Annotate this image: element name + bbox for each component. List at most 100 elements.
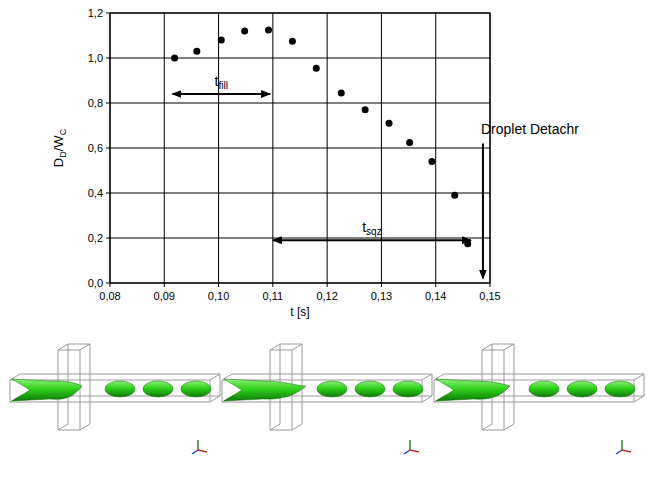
channel-edge: [58, 424, 68, 430]
data-point: [338, 89, 345, 96]
channel-edge: [434, 402, 634, 403]
data-point: [193, 48, 200, 55]
channel-edge: [422, 396, 432, 402]
channel-edge: [270, 424, 280, 430]
y-tick-label: 0,8: [88, 97, 103, 109]
axis-triad: [616, 440, 631, 454]
y-tick-label: 0,2: [88, 232, 103, 244]
droplet: [605, 381, 635, 397]
triad-axis: [616, 450, 622, 454]
dispersed-thread: [224, 379, 306, 401]
channel-edge: [292, 344, 302, 350]
x-tick-label: 0,11: [263, 290, 284, 302]
channel-edge: [222, 380, 223, 402]
channel-edge: [270, 350, 292, 351]
data-point: [451, 192, 458, 199]
channel-edge: [58, 430, 80, 431]
data-point: [218, 37, 225, 44]
channel-edge: [504, 344, 514, 350]
droplet: [143, 381, 173, 397]
channel-edge: [302, 344, 303, 424]
data-point: [241, 28, 248, 35]
y-tick-label: 1,2: [88, 7, 103, 19]
x-axis-title: t [s]: [290, 305, 309, 319]
data-point: [171, 55, 178, 62]
triad-axis: [410, 450, 419, 452]
channel-edge: [634, 374, 644, 380]
channel-edge: [58, 344, 68, 350]
y-tick-label: 1,0: [88, 52, 103, 64]
channel-edge: [292, 424, 302, 430]
y-grid-line: [110, 148, 490, 149]
figure: 0,080,090,100,110,120,130,140,150,00,20,…: [0, 0, 652, 498]
span-arrow: [172, 93, 270, 95]
y-tick-label: 0,6: [88, 142, 103, 154]
channel-edge: [504, 424, 514, 430]
dispersed-thread: [436, 379, 510, 401]
droplet: [355, 381, 385, 397]
y-grid-line: [110, 58, 490, 59]
snapshot: [434, 344, 644, 454]
y-tick-label: 0,4: [88, 187, 103, 199]
droplet: [317, 381, 347, 397]
y-axis-title-part: D: [51, 158, 66, 167]
channel-edge: [222, 402, 422, 403]
droplet: [529, 381, 559, 397]
channel-edge: [444, 374, 644, 375]
y-grid-line: [110, 103, 490, 104]
channel-edge: [492, 344, 514, 345]
channel-edge: [280, 344, 302, 345]
channel-edge: [232, 374, 432, 375]
y-axis-title-part: C: [58, 128, 68, 135]
y-tick-label: 0,0: [88, 277, 103, 289]
channel-edge: [482, 350, 504, 351]
channel-edge: [90, 344, 91, 424]
detach-arrow: [482, 144, 484, 279]
droplet: [567, 381, 597, 397]
channel-edge: [422, 374, 432, 380]
snapshot: [10, 344, 220, 454]
channel-edge: [20, 374, 220, 375]
detach-label: Droplet Detachr: [481, 121, 579, 137]
span-label: tsqz: [362, 219, 381, 237]
triad-axis: [192, 450, 198, 454]
channel-edge: [270, 430, 292, 431]
data-points: [171, 26, 471, 247]
data-point: [406, 139, 413, 146]
x-tick-label: 0,08: [99, 290, 120, 302]
channel-edge: [482, 430, 504, 431]
span-label-sub: fill: [219, 80, 228, 91]
y-grid-line: [110, 193, 490, 194]
x-tick-label: 0,14: [425, 290, 446, 302]
plot-frame: [110, 13, 490, 283]
droplet: [393, 381, 423, 397]
y-grid-line: [110, 238, 490, 239]
x-tick-label: 0,09: [154, 290, 175, 302]
data-point: [428, 158, 435, 165]
span-label-sub: sqz: [366, 226, 382, 237]
channel-edge: [270, 344, 280, 350]
channel-edge: [644, 374, 645, 396]
dispersed-thread: [12, 379, 82, 401]
x-tick-label: 0,10: [208, 290, 229, 302]
channel-edge: [634, 396, 644, 402]
channel-edge: [482, 344, 492, 350]
triad-axis: [404, 450, 410, 454]
data-point: [313, 65, 320, 72]
x-tick-label: 0,13: [371, 290, 392, 302]
channel-edge: [434, 380, 435, 402]
droplet: [105, 381, 135, 397]
channel-edge: [10, 402, 210, 403]
axis-triad: [404, 440, 419, 454]
data-point: [386, 120, 393, 127]
channel-edge: [80, 344, 90, 350]
y-axis-title-part: /W: [51, 135, 66, 152]
triad-axis: [409, 440, 411, 450]
x-tick-label: 0,15: [479, 290, 500, 302]
triad-axis: [198, 450, 207, 452]
snapshot: [222, 344, 432, 454]
channel-edge: [80, 350, 81, 430]
span-arrow: [273, 239, 471, 241]
channel-edge: [68, 344, 90, 345]
channel-edge: [210, 396, 220, 402]
